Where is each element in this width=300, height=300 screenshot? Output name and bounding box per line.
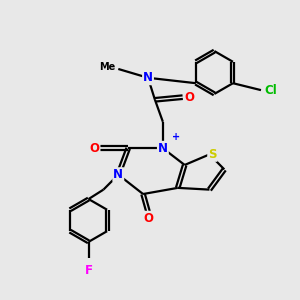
Text: S: S	[208, 148, 217, 161]
Text: F: F	[85, 264, 93, 277]
Text: O: O	[143, 212, 153, 225]
Text: N: N	[158, 142, 168, 155]
Text: Me: Me	[99, 62, 115, 73]
Text: +: +	[172, 132, 181, 142]
Text: O: O	[89, 142, 100, 155]
Text: N: N	[113, 168, 123, 181]
Text: O: O	[184, 91, 194, 104]
Text: Cl: Cl	[265, 84, 277, 97]
Text: N: N	[143, 71, 153, 84]
